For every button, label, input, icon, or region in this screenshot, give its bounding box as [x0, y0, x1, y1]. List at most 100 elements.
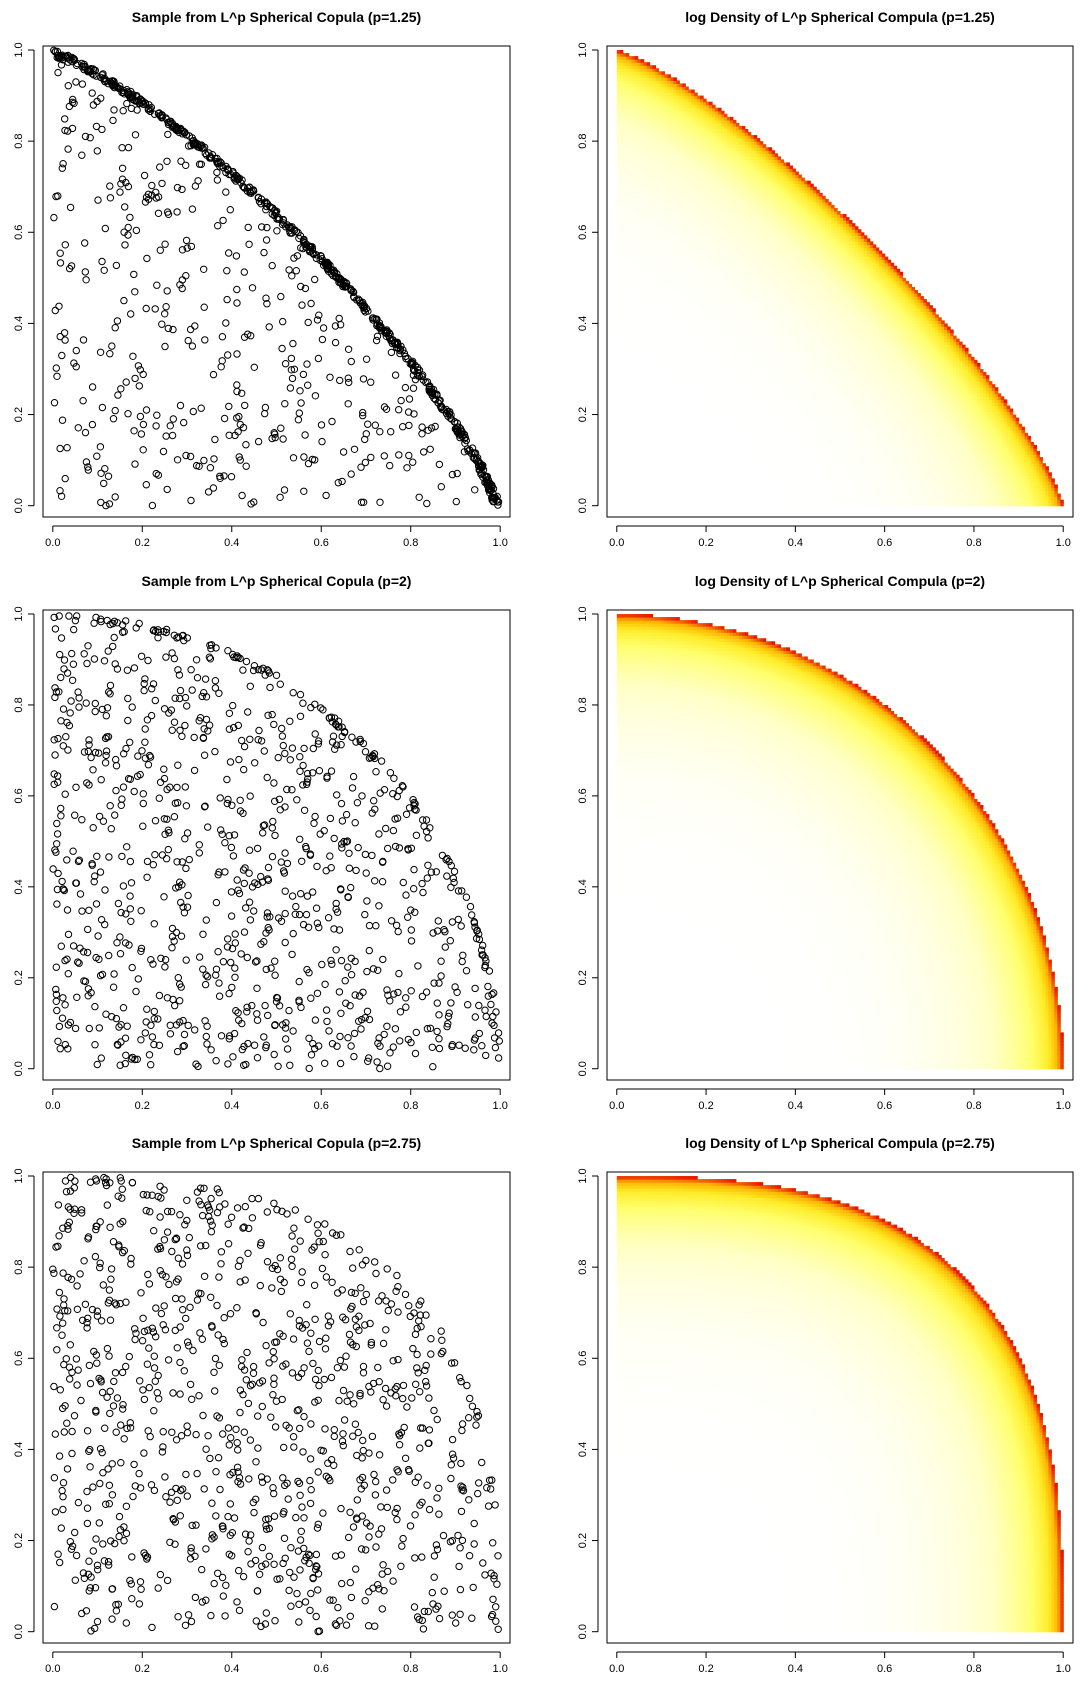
scatter-point: [331, 338, 340, 347]
scatter-point: [359, 375, 368, 383]
scatter-point: [182, 161, 190, 170]
scatter-point: [154, 471, 163, 479]
scatter-point: [304, 318, 312, 327]
scatter-point: [268, 261, 276, 270]
scatter-point: [79, 336, 88, 344]
scatter-point: [176, 401, 185, 410]
scatter-point: [53, 372, 61, 380]
scatter-point: [382, 329, 391, 338]
scatter-point: [431, 422, 439, 431]
scatter-point: [341, 283, 349, 291]
scatter-point: [487, 483, 495, 491]
scatter-point: [78, 80, 87, 88]
scatter-point: [242, 462, 250, 470]
scatter-point: [72, 78, 80, 86]
scatter-point: [110, 106, 118, 114]
scatter-point: [163, 287, 171, 295]
scatter-point: [357, 498, 366, 506]
scatter-point: [409, 384, 418, 392]
scatter-point: [300, 453, 308, 461]
scatter-point: [130, 270, 138, 279]
scatter-point: [121, 203, 129, 211]
scatter-point: [415, 493, 423, 501]
scatter-point: [162, 115, 171, 124]
scatter-point: [139, 446, 147, 454]
scatter-point: [238, 389, 246, 397]
panel-1-plot-box: [42, 45, 511, 518]
scatter-point: [142, 481, 151, 489]
scatter-point: [116, 188, 124, 196]
scatter-point: [241, 401, 249, 410]
scatter-point: [93, 147, 102, 155]
panel-1-y-tick-label: 1.0: [13, 42, 25, 57]
scatter-point: [169, 415, 178, 423]
scatter-point: [225, 402, 233, 411]
scatter-point: [173, 183, 182, 192]
scatter-point: [137, 430, 146, 438]
scatter-point: [395, 451, 403, 459]
scatter-point: [462, 436, 470, 445]
scatter-point: [222, 162, 230, 171]
scatter-point: [301, 431, 309, 439]
scatter-point: [187, 242, 196, 251]
scatter-point: [86, 68, 95, 76]
scatter-point: [262, 294, 270, 302]
scatter-point: [72, 363, 80, 371]
scatter-point: [344, 345, 353, 353]
scatter-point: [419, 371, 427, 379]
scatter-point: [112, 261, 121, 270]
scatter-point: [100, 266, 108, 274]
scatter-point: [328, 417, 336, 426]
scatter-point: [387, 428, 395, 436]
scatter-point: [92, 72, 101, 80]
scatter-point: [104, 472, 113, 480]
scatter-point: [301, 284, 310, 293]
scatter-point: [448, 470, 457, 479]
scatter-point: [66, 203, 75, 212]
scatter-point: [101, 78, 109, 86]
scatter-point: [118, 164, 127, 173]
scatter-point: [204, 488, 213, 496]
scatter-point: [50, 46, 58, 54]
scatter-point: [156, 246, 165, 254]
scatter-point: [360, 302, 369, 310]
scatter-point: [287, 354, 296, 363]
scatter-point: [106, 194, 115, 202]
scatter-point: [409, 458, 417, 466]
scatter-point: [404, 408, 413, 416]
scatter-point: [478, 463, 487, 472]
scatter-point: [222, 319, 230, 327]
scatter-point: [422, 378, 430, 387]
scatter-point: [129, 352, 137, 360]
scatter-point: [400, 349, 408, 357]
scatter-point: [109, 415, 118, 423]
scatter-point: [376, 498, 384, 506]
scatter-point: [201, 149, 210, 158]
scatter-point: [362, 355, 371, 363]
scatter-point: [423, 499, 431, 508]
scatter-point: [182, 451, 190, 460]
scatter-point: [169, 325, 177, 334]
scatter-point: [65, 102, 74, 111]
scatter-point: [173, 456, 182, 464]
scatter-point: [102, 501, 110, 510]
scatter-point: [161, 240, 169, 248]
scatter-point: [362, 430, 370, 438]
scatter-point: [64, 145, 72, 153]
scatter-point: [61, 336, 69, 344]
scatter-point: [272, 207, 281, 216]
scatter-point: [218, 333, 227, 341]
scatter-point: [182, 131, 191, 139]
scatter-point: [118, 144, 126, 152]
scatter-point: [427, 388, 435, 396]
scatter-point: [148, 501, 157, 510]
scatter-point: [81, 239, 89, 247]
panel-1-y-tick-label: 0.4: [13, 316, 25, 331]
panel-1-y-tick-label: 0.6: [13, 225, 25, 240]
scatter-point: [281, 400, 289, 408]
scatter-point: [390, 339, 399, 347]
scatter-point: [205, 149, 213, 157]
scatter-point: [52, 192, 60, 201]
scatter-point: [369, 316, 377, 324]
scatter-point: [318, 437, 326, 446]
